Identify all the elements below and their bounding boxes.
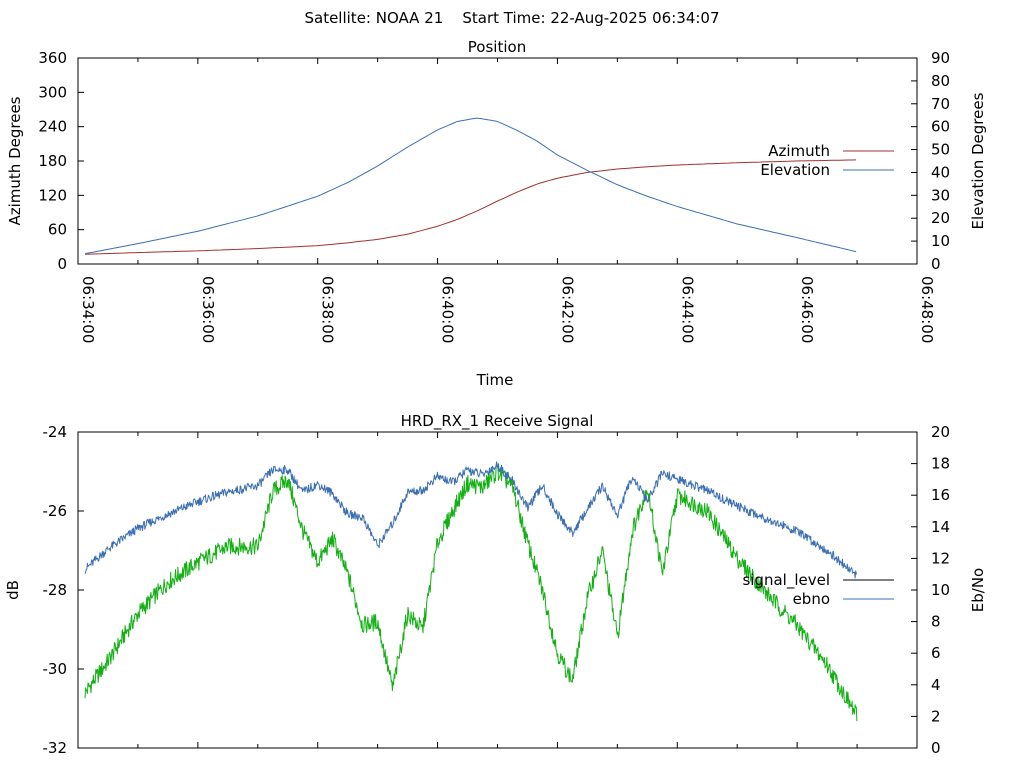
right-axis-tick-label: 40 xyxy=(931,163,950,181)
right-axis-tick-label: 14 xyxy=(931,518,950,536)
time-axis-label: Time xyxy=(476,371,514,389)
series-line-ebno xyxy=(84,461,858,579)
position-series xyxy=(84,117,857,255)
position-axis-ticks: 0 60 120 180 240 300 360 0 10 20 30 40 50 60 70 80 90 06:… xyxy=(38,49,950,343)
legend-label-elevation: Elevation xyxy=(760,161,830,179)
left-axis-tick-label: 0 xyxy=(57,255,67,273)
left-axis-tick-label: -28 xyxy=(43,581,68,599)
left-axis-tick-label: 300 xyxy=(38,83,67,101)
db-axis-label: dB xyxy=(4,580,22,600)
left-axis-tick-label: 60 xyxy=(48,221,67,239)
right-axis-tick-label: 18 xyxy=(931,455,950,473)
right-axis-tick-label: 20 xyxy=(931,423,950,441)
series-line-signal-level xyxy=(84,464,858,722)
right-axis-tick-label: 50 xyxy=(931,141,950,159)
x-axis-tick-label: 06:44:00 xyxy=(678,276,696,343)
azimuth-axis-label: Azimuth Degrees xyxy=(6,96,24,225)
receive-signal-plot-frame xyxy=(77,431,918,749)
right-axis-tick-label: 16 xyxy=(931,486,950,504)
right-axis-tick-label: 10 xyxy=(931,581,950,599)
position-chart-title: Position xyxy=(468,38,526,56)
left-axis-tick-label: 240 xyxy=(38,118,67,136)
position-chart: Position 0 60 120 180 240 300 360 0 10 20 30 40 50 60… xyxy=(6,38,987,389)
left-axis-tick-label: -24 xyxy=(43,423,68,441)
elevation-axis-label: Elevation Degrees xyxy=(969,92,987,229)
legend-label-ebno: ebno xyxy=(793,590,830,608)
x-axis-tick-label: 06:38:00 xyxy=(319,276,337,343)
x-axis-tick-label: 06:36:00 xyxy=(199,276,217,343)
x-axis-tick-label: 06:34:00 xyxy=(79,276,97,343)
right-axis-tick-label: 90 xyxy=(931,49,950,67)
legend-label-signal-level: signal_level xyxy=(742,571,830,590)
right-axis-tick-label: 6 xyxy=(931,644,941,662)
left-axis-tick-label: -26 xyxy=(43,502,68,520)
right-axis-tick-label: 20 xyxy=(931,209,950,227)
receive-signal-axis-ticks: -32 -30 -28 -26 -24 0 2 4 6 8 10 12 14 16 18 20 xyxy=(43,423,951,757)
right-axis-tick-label: 60 xyxy=(931,118,950,136)
x-axis-tick-label: 06:42:00 xyxy=(558,276,576,343)
receive-signal-legend: signal_level ebno xyxy=(742,571,894,608)
right-axis-tick-label: 0 xyxy=(931,255,941,273)
left-axis-tick-label: 180 xyxy=(38,152,67,170)
right-axis-tick-label: 2 xyxy=(931,707,941,725)
left-axis-tick-label: 120 xyxy=(38,186,67,204)
right-axis-tick-label: 10 xyxy=(931,232,950,250)
right-axis-tick-label: 12 xyxy=(931,549,950,567)
series-line-azimuth xyxy=(84,159,857,255)
right-axis-tick-label: 30 xyxy=(931,186,950,204)
right-axis-tick-label: 70 xyxy=(931,95,950,113)
receive-signal-chart-title: HRD_RX_1 Receive Signal xyxy=(401,412,594,431)
figure-title: Satellite: NOAA 21 Start Time: 22-Aug-20… xyxy=(304,9,719,27)
x-axis-tick-label: 06:46:00 xyxy=(798,276,816,343)
right-axis-tick-label: 8 xyxy=(931,613,941,631)
left-axis-tick-label: -32 xyxy=(43,739,68,757)
position-legend: Azimuth Elevation xyxy=(760,142,894,179)
receive-signal-series xyxy=(84,461,858,722)
legend-label-azimuth: Azimuth xyxy=(768,142,830,160)
x-axis-tick-label: 06:48:00 xyxy=(918,276,936,343)
right-axis-tick-label: 80 xyxy=(931,72,950,90)
x-axis-tick-label: 06:40:00 xyxy=(439,276,457,343)
left-axis-tick-label: 360 xyxy=(38,49,67,67)
receive-signal-chart: HRD_RX_1 Receive Signal -32 -30 -28 -26 -24 0… xyxy=(4,412,987,757)
ebno-axis-label: Eb/No xyxy=(969,568,987,612)
left-axis-tick-label: -30 xyxy=(43,660,68,678)
series-line-elevation xyxy=(84,117,857,255)
right-axis-tick-label: 0 xyxy=(931,739,941,757)
right-axis-tick-label: 4 xyxy=(931,676,941,694)
